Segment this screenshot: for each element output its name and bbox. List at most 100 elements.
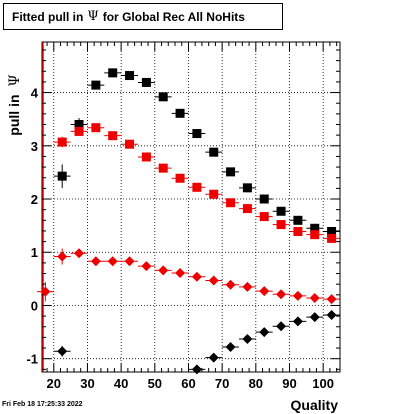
data-point [272, 206, 290, 216]
data-point [255, 194, 273, 204]
square-marker [293, 226, 303, 236]
diamond-marker [124, 256, 135, 267]
data-point [137, 152, 155, 162]
data-point [306, 293, 324, 304]
square-marker [74, 126, 84, 136]
data-point [289, 226, 307, 236]
data-point [205, 147, 223, 157]
data-point [238, 183, 256, 193]
square-marker [242, 183, 252, 193]
data-point [238, 281, 256, 292]
square-marker [259, 194, 269, 204]
x-tick-label: 70 [215, 376, 229, 391]
diamond-marker [225, 279, 236, 290]
data-point [289, 215, 307, 225]
data-point [121, 71, 138, 81]
diamond-marker [276, 289, 287, 300]
timestamp: Fri Feb 18 17:25:33 2022 [2, 401, 83, 408]
square-marker [91, 123, 101, 133]
x-tick-label: 20 [47, 376, 61, 391]
data-point [272, 289, 290, 300]
square-marker [276, 220, 286, 230]
data-point [222, 279, 239, 290]
square-marker [209, 189, 219, 199]
data-point [104, 256, 122, 267]
data-point [104, 131, 122, 141]
data-point [205, 275, 223, 286]
x-tick-label: 80 [249, 376, 263, 391]
data-point [70, 248, 88, 259]
chart-title: Fitted pull in Ψ for Global Rec All NoHi… [3, 3, 283, 30]
data-point [289, 316, 307, 327]
data-point [238, 204, 256, 214]
square-marker [158, 92, 168, 102]
plot-frame [41, 41, 341, 373]
y-axis-label: pull in Ψ [6, 74, 23, 135]
diamond-marker [309, 312, 320, 323]
diamond-marker [175, 268, 186, 278]
axis-ticks: 20 30 40 50 60 70 80 90 100 -1 0 1 2 3 4 [26, 42, 340, 391]
data-point [306, 312, 324, 323]
x-tick-label: 50 [148, 376, 162, 391]
diamond-marker [191, 364, 202, 375]
data-point [137, 77, 155, 87]
data-point [53, 136, 71, 148]
data-point [306, 223, 324, 233]
data-point [272, 220, 290, 230]
data-point [70, 126, 88, 136]
square-marker [125, 71, 135, 81]
square-marker [175, 173, 185, 183]
data-point [255, 212, 273, 222]
diamond-marker [276, 321, 287, 332]
diamond-marker [309, 293, 320, 304]
data-point [289, 290, 307, 301]
square-marker [57, 171, 67, 181]
diamond-marker [326, 310, 337, 321]
diamond-marker [40, 286, 51, 297]
data-point [323, 233, 340, 243]
square-marker [259, 212, 269, 222]
square-marker [293, 215, 303, 225]
data-point [188, 129, 206, 139]
diamond-marker [208, 352, 219, 363]
x-tick-label: 60 [181, 376, 195, 391]
diamond-marker [292, 316, 303, 327]
y-tick-label: 2 [31, 192, 38, 207]
chart-title-suffix: for Global Rec All NoHits [102, 9, 245, 24]
data-point [171, 268, 189, 278]
data-point [255, 286, 273, 297]
data-point [205, 189, 223, 199]
data-point [188, 364, 206, 375]
data-point [222, 167, 239, 177]
data-point [121, 256, 138, 267]
y-axis-label-psi: Ψ [7, 74, 23, 86]
data-point [87, 80, 105, 90]
square-marker [158, 163, 168, 173]
square-marker [310, 223, 320, 233]
data-point [323, 294, 340, 305]
data-point [323, 226, 340, 236]
data-point [188, 182, 206, 192]
data-point [222, 341, 239, 352]
data-point [121, 139, 138, 149]
data-point [222, 198, 239, 208]
y-tick-label: 3 [31, 139, 38, 154]
x-tick-label: 30 [80, 376, 94, 391]
x-tick-label: 40 [114, 376, 128, 391]
diamond-marker [292, 290, 303, 301]
x-axis-label: Quality [291, 397, 339, 413]
y-tick-label: 4 [31, 86, 39, 101]
y-tick-label: 1 [31, 245, 38, 260]
chart-title-psi-symbol: Ψ [87, 9, 99, 24]
square-marker [310, 230, 320, 240]
square-marker [141, 77, 151, 87]
data-point [154, 92, 172, 102]
data-point [188, 271, 206, 282]
diamond-marker [74, 248, 85, 259]
data-point [137, 261, 155, 272]
data-point [53, 345, 71, 357]
diamond-marker [259, 286, 270, 297]
diamond-marker [242, 281, 253, 292]
data-point [53, 164, 71, 188]
